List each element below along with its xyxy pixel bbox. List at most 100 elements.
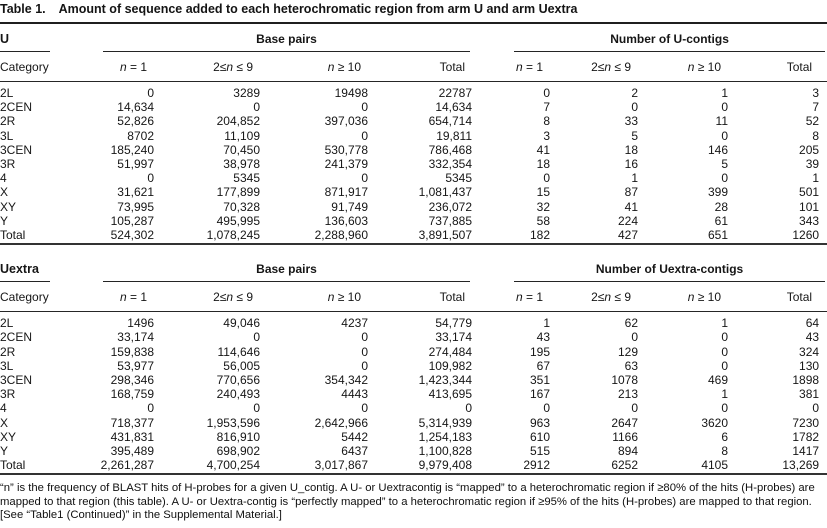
cell-value: 0	[721, 401, 729, 416]
cell-value: 19498	[334, 86, 368, 100]
cell-value: 51,997	[117, 157, 154, 172]
cell-value: 6252	[558, 458, 647, 476]
cell-value: 33,174	[435, 330, 473, 345]
cell-value: 114,646	[217, 344, 261, 359]
col-bp-n2to9: 2≤n ≤ 9	[162, 52, 268, 82]
cell-value: 397,036	[324, 114, 368, 129]
cell-value: 399	[707, 185, 729, 200]
cell-value: 11,109	[224, 128, 260, 143]
arm-label: Uextra	[0, 262, 50, 283]
table-row: 2R 159,838 114,646 0 274,484 195 129 0 324	[0, 345, 827, 359]
cell-value: 1	[721, 86, 729, 100]
cell-value: 963	[529, 415, 551, 430]
cell-value: 13,269	[736, 458, 827, 476]
cell-value: 4237	[341, 316, 368, 331]
group-header-row: Uextra Base pairs Number of Uextra-conti…	[0, 254, 827, 283]
cell-value: 2	[631, 86, 639, 100]
cell-value: 610	[529, 429, 551, 444]
cell-value: 5	[631, 128, 639, 143]
cell-value: 0	[253, 401, 260, 416]
col-ct-total: Total	[736, 52, 827, 82]
cell-value: 28	[714, 199, 729, 214]
cell-value: 130	[799, 358, 820, 373]
table-row: X 31,621 177,899 871,917 1,081,437 15 87 399 501	[0, 185, 827, 199]
cell-value: 18	[536, 157, 551, 172]
uextra-table: Uextra Base pairs Number of Uextra-conti…	[0, 254, 827, 476]
row-category: 2R	[0, 344, 16, 359]
cell-value: 1078	[611, 373, 639, 388]
cell-value: 3289	[233, 86, 260, 100]
cell-value: 49,046	[223, 316, 260, 331]
cell-value: 5442	[341, 429, 368, 444]
row-category: 4	[0, 171, 7, 186]
cell-value: 168,759	[110, 387, 154, 402]
col-bp-n1: n = 1	[96, 282, 162, 313]
cell-value: 0	[361, 128, 368, 143]
cell-value: 101	[799, 199, 820, 214]
cell-value: 0	[361, 330, 368, 345]
cell-value: 786,468	[428, 142, 473, 157]
cell-value: 2647	[611, 415, 639, 430]
table-row: 3CEN 185,240 70,450 530,778 786,468 41 18 146 20…	[0, 143, 827, 157]
table-row: XY 73,995 70,328 91,749 236,072 32 41 28 101	[0, 200, 827, 214]
arm-header-cell: Uextra	[0, 254, 96, 283]
table-row: 4 0 5345 0 5345 0 1 0 1	[0, 171, 827, 185]
cell-value: 54,779	[435, 316, 473, 331]
cell-value: 91,749	[331, 199, 368, 214]
cell-value: 8	[721, 444, 729, 459]
cell-value: 324	[799, 344, 820, 359]
row-category: Y	[0, 213, 9, 228]
cell-value: 0	[721, 128, 729, 143]
cell-value: 0	[812, 401, 820, 416]
cell-value: 18	[624, 142, 639, 157]
row-category: Total	[0, 228, 96, 246]
title-rule	[0, 22, 827, 24]
cell-value: 3,017,867	[268, 458, 376, 476]
cell-value: 19,811	[436, 128, 473, 143]
cell-value: 53,977	[117, 358, 154, 373]
row-category: X	[0, 185, 9, 200]
col-ct-n1: n = 1	[480, 282, 559, 313]
table-row: 3R 168,759 240,493 4443 413,695 167 213 1 381	[0, 387, 827, 401]
col-ct-n2to9: 2≤n ≤ 9	[558, 282, 647, 313]
col-ct-n1: n = 1	[480, 52, 559, 82]
cell-value: 427	[558, 228, 647, 246]
cell-value: 8	[543, 114, 551, 129]
cell-value: 1	[721, 387, 729, 402]
table-row: 2L 0 3289 19498 22787 0 2 1 3	[0, 82, 827, 101]
cell-value: 7	[543, 100, 551, 115]
row-category: 3R	[0, 387, 16, 402]
cell-value: 5345	[445, 171, 473, 186]
cell-value: 501	[799, 185, 820, 200]
cell-value: 2912	[480, 458, 559, 476]
cell-value: 298,346	[110, 373, 154, 388]
cell-value: 41	[624, 199, 639, 214]
cell-value: 56,005	[223, 358, 260, 373]
contigs-group-label: Number of Uextra-contigs	[514, 262, 826, 283]
row-category: XY	[0, 199, 17, 214]
cell-value: 0	[631, 330, 639, 345]
table-row: 2CEN 14,634 0 0 14,634 7 0 0 7	[0, 100, 827, 114]
cell-value: 2,642,966	[314, 415, 368, 430]
cell-value: 205	[799, 142, 820, 157]
cell-value: 343	[799, 213, 820, 228]
cell-value: 0	[721, 344, 729, 359]
cell-value: 0	[147, 171, 154, 186]
table-title: Table 1. Amount of sequence added to each…	[0, 1, 827, 22]
subtable-uextra: Uextra Base pairs Number of Uextra-conti…	[0, 254, 827, 476]
cell-value: 73,995	[117, 199, 154, 214]
cell-value: 4105	[646, 458, 737, 476]
cell-value: 395,489	[110, 444, 154, 459]
cell-value: 469	[707, 373, 729, 388]
base-pairs-group-label: Base pairs	[103, 32, 471, 52]
table-caption: Amount of sequence added to each heteroc…	[58, 2, 578, 16]
cell-value: 8702	[127, 128, 154, 143]
cell-value: 14,634	[117, 100, 154, 115]
cell-value: 3	[812, 86, 820, 100]
col-bp-total: Total	[376, 282, 481, 313]
base-pairs-group-label: Base pairs	[103, 262, 471, 283]
cell-value: 5,314,939	[418, 415, 473, 430]
col-ct-n10: n ≥ 10	[646, 282, 737, 313]
col-bp-n1: n = 1	[96, 52, 162, 82]
